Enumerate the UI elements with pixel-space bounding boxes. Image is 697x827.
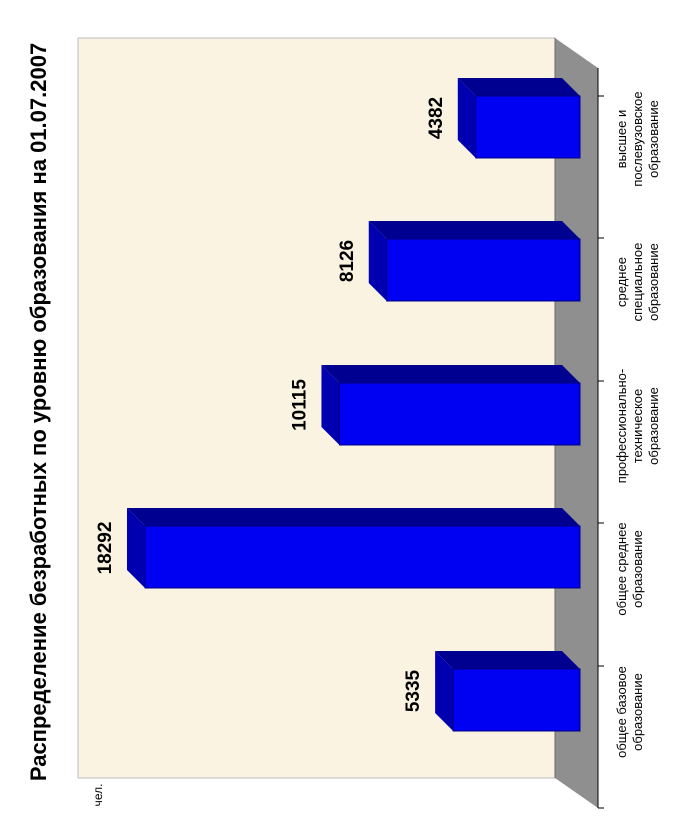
value-label: 10115: [289, 379, 310, 431]
bar-top-face: [435, 651, 580, 669]
value-label: 5335: [403, 669, 424, 712]
category-label-line: общее среднее: [614, 522, 629, 615]
category-label: общее среднееобразование: [614, 522, 645, 615]
bar: [321, 365, 581, 446]
category-label-line: образование: [630, 530, 645, 608]
bar-end-face: [457, 78, 476, 158]
bar-front-face: [475, 95, 581, 159]
category-label-line: техническое: [630, 389, 645, 464]
bar-front-face: [386, 238, 581, 302]
bar-end-face: [368, 221, 387, 301]
bar-front-face: [338, 382, 581, 446]
category-label-line: высшее и: [614, 110, 629, 169]
value-label-group: 5335 18292 10115 8126 4382: [95, 97, 447, 712]
y-axis-unit-label: чел.: [91, 784, 105, 807]
bar-top-face: [321, 365, 580, 383]
category-ticks: [598, 95, 604, 809]
bar-top-face: [368, 221, 580, 239]
chart-title: Распределение безработных по уровню обра…: [26, 43, 51, 781]
category-label-line: образование: [630, 673, 645, 751]
bar-top-face: [457, 78, 580, 96]
category-label-line: общее базовое: [614, 666, 629, 758]
bar-front-face: [144, 525, 581, 589]
bar: [368, 221, 581, 302]
category-label: среднееспециальноеобразование: [614, 243, 661, 322]
category-label-line: профессионально-: [614, 369, 629, 483]
bar: [457, 78, 581, 159]
bar-front-face: [452, 668, 581, 732]
bar-end-face: [127, 508, 145, 588]
category-label: общее базовоеобразование: [614, 666, 645, 758]
value-label: 4382: [426, 97, 447, 139]
category-label-line: образование: [646, 100, 661, 178]
category-label-line: специальное: [630, 243, 645, 322]
category-label: профессионально-техническоеобразование: [614, 369, 661, 483]
bar-end-face: [435, 651, 454, 731]
bar-top-face: [127, 508, 580, 526]
bar: [127, 508, 581, 589]
value-label: 18292: [95, 522, 116, 575]
category-label: высшее ипослевузовскоеобразование: [614, 91, 661, 186]
category-label-line: образование: [646, 387, 661, 465]
bar: [435, 651, 581, 732]
bar-end-face: [321, 365, 340, 445]
category-label-line: послевузовское: [630, 91, 645, 186]
value-label: 8126: [337, 240, 358, 282]
category-label-line: среднее: [614, 257, 629, 307]
category-label-line: образование: [646, 243, 661, 321]
bar-group: [127, 78, 581, 732]
